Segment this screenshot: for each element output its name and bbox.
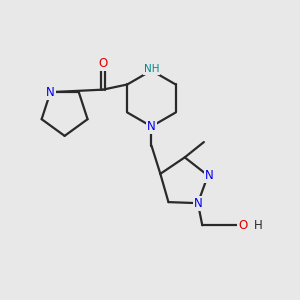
Text: N: N [147,120,156,133]
Text: O: O [238,219,247,232]
Text: O: O [98,57,107,70]
Text: NH: NH [144,64,159,74]
Text: N: N [194,196,202,210]
Text: H: H [254,219,262,232]
Text: N: N [205,169,214,182]
Text: N: N [46,86,55,99]
